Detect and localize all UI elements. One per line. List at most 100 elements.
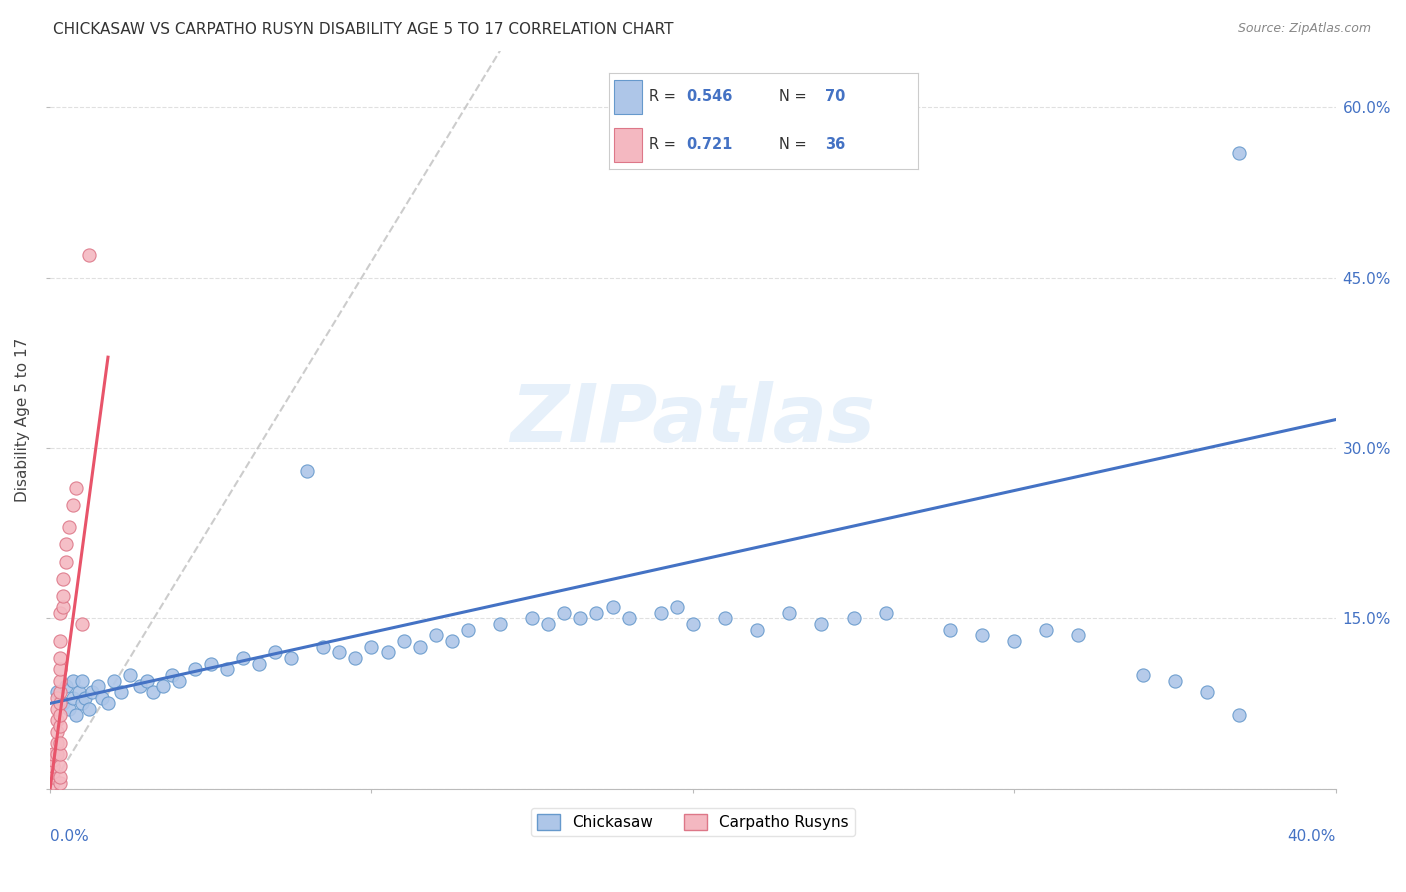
Point — [45, 736, 67, 750]
Point — [810, 616, 832, 631]
Point — [77, 702, 100, 716]
Point — [77, 248, 100, 262]
Point — [1132, 668, 1154, 682]
Point — [1002, 634, 1025, 648]
Point — [45, 690, 67, 705]
Point — [97, 697, 120, 711]
Point — [42, 759, 65, 773]
Point — [1164, 673, 1187, 688]
Point — [103, 673, 125, 688]
Point — [42, 776, 65, 790]
Point — [585, 606, 607, 620]
Point — [520, 611, 543, 625]
Point — [49, 606, 72, 620]
Point — [52, 599, 75, 614]
Point — [215, 662, 238, 676]
Point — [135, 673, 157, 688]
Point — [45, 702, 67, 716]
Point — [142, 685, 165, 699]
Point — [49, 747, 72, 762]
Point — [49, 651, 72, 665]
Point — [45, 724, 67, 739]
Point — [62, 690, 84, 705]
Point — [602, 599, 624, 614]
Point — [42, 770, 65, 784]
Point — [778, 606, 800, 620]
Point — [72, 673, 94, 688]
Point — [58, 702, 80, 716]
Point — [120, 668, 142, 682]
Point — [714, 611, 737, 625]
Point — [49, 673, 72, 688]
Point — [1067, 628, 1090, 642]
Point — [184, 662, 207, 676]
Point — [440, 634, 463, 648]
Point — [52, 572, 75, 586]
Point — [569, 611, 592, 625]
Point — [200, 657, 222, 671]
Point — [62, 673, 84, 688]
Point — [75, 690, 97, 705]
Point — [58, 520, 80, 534]
Point — [49, 662, 72, 676]
Point — [49, 707, 72, 722]
Point — [62, 498, 84, 512]
Point — [55, 554, 77, 568]
Point — [425, 628, 447, 642]
Point — [457, 623, 479, 637]
Point — [45, 747, 67, 762]
Point — [970, 628, 993, 642]
Point — [152, 679, 174, 693]
Point — [537, 616, 560, 631]
Text: ZIPatlas: ZIPatlas — [510, 381, 876, 458]
Point — [67, 685, 90, 699]
Text: 40.0%: 40.0% — [1286, 830, 1336, 844]
Point — [232, 651, 254, 665]
Point — [409, 640, 432, 654]
Point — [162, 668, 184, 682]
Point — [49, 759, 72, 773]
Point — [80, 685, 103, 699]
Point — [49, 736, 72, 750]
Point — [167, 673, 190, 688]
Point — [90, 690, 112, 705]
Point — [45, 714, 67, 728]
Point — [328, 645, 350, 659]
Point — [1227, 707, 1250, 722]
Point — [65, 481, 87, 495]
Point — [110, 685, 132, 699]
Point — [392, 634, 415, 648]
Point — [42, 753, 65, 767]
Point — [312, 640, 335, 654]
Point — [264, 645, 287, 659]
Point — [360, 640, 382, 654]
Point — [49, 719, 72, 733]
Point — [49, 634, 72, 648]
Text: CHICKASAW VS CARPATHO RUSYN DISABILITY AGE 5 TO 17 CORRELATION CHART: CHICKASAW VS CARPATHO RUSYN DISABILITY A… — [53, 22, 673, 37]
Point — [553, 606, 575, 620]
Point — [72, 697, 94, 711]
Point — [665, 599, 688, 614]
Point — [682, 616, 704, 631]
Point — [55, 679, 77, 693]
Point — [280, 651, 302, 665]
Point — [617, 611, 640, 625]
Point — [45, 685, 67, 699]
Point — [129, 679, 152, 693]
Legend: Chickasaw, Carpatho Rusyns: Chickasaw, Carpatho Rusyns — [531, 808, 855, 836]
Point — [55, 537, 77, 551]
Point — [377, 645, 399, 659]
Point — [49, 697, 72, 711]
Point — [344, 651, 367, 665]
Point — [52, 697, 75, 711]
Point — [87, 679, 110, 693]
Point — [49, 776, 72, 790]
Point — [1227, 145, 1250, 160]
Point — [297, 464, 319, 478]
Point — [72, 616, 94, 631]
Point — [65, 707, 87, 722]
Point — [875, 606, 897, 620]
Point — [745, 623, 768, 637]
Point — [1035, 623, 1057, 637]
Point — [49, 770, 72, 784]
